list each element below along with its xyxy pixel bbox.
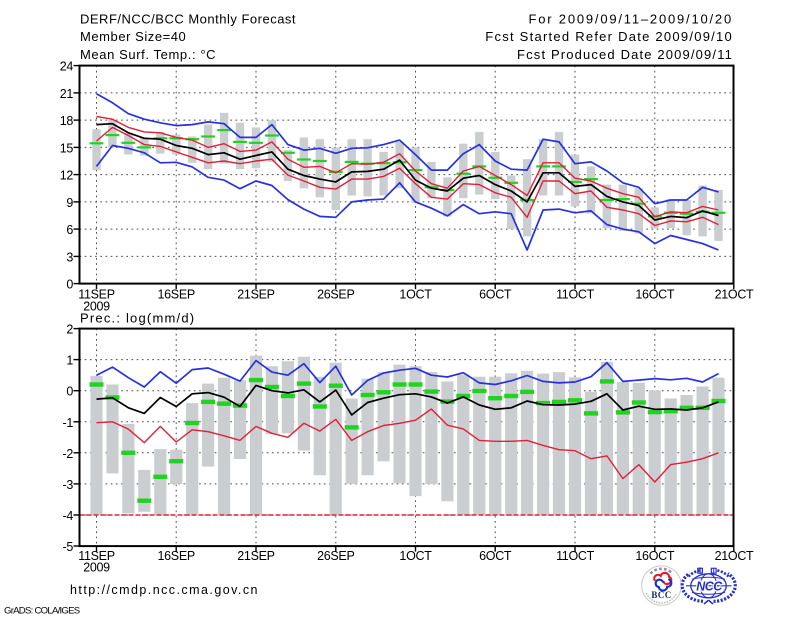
svg-text:BCC: BCC: [651, 590, 671, 600]
svg-text:For 2009/09/11–2009/10/20: For 2009/09/11–2009/10/20: [528, 12, 733, 27]
svg-text:-1: -1: [62, 416, 73, 430]
svg-text:11SEP: 11SEP: [78, 288, 115, 302]
svg-text:GrADS: COLA/IGES: GrADS: COLA/IGES: [4, 606, 80, 617]
svg-text:16OCT: 16OCT: [635, 288, 674, 302]
svg-text:21OCT: 21OCT: [715, 549, 754, 563]
svg-text:15: 15: [60, 141, 74, 155]
svg-text:2009: 2009: [83, 560, 110, 574]
svg-text:Fcst Produced Date 2009/09/11: Fcst Produced Date 2009/09/11: [517, 47, 733, 62]
svg-text:24: 24: [60, 60, 74, 74]
svg-text:3: 3: [66, 250, 73, 264]
svg-text:NCC: NCC: [696, 579, 723, 593]
svg-text:26SEP: 26SEP: [317, 549, 354, 563]
svg-text:Member Size=40: Member Size=40: [80, 29, 186, 44]
svg-text:9: 9: [66, 196, 73, 210]
svg-text:6: 6: [66, 223, 73, 237]
svg-text:12: 12: [60, 169, 74, 183]
svg-text:Fcst Started Refer Date 2009/0: Fcst Started Refer Date 2009/09/10: [485, 29, 733, 44]
svg-text:2: 2: [66, 323, 73, 337]
svg-text:http://cmdp.ncc.cma.gov.cn: http://cmdp.ncc.cma.gov.cn: [70, 583, 259, 597]
svg-text:1OCT: 1OCT: [399, 288, 432, 302]
svg-text:16OCT: 16OCT: [635, 549, 674, 563]
svg-text:-5: -5: [62, 540, 73, 554]
svg-text:-2: -2: [62, 447, 73, 461]
svg-text:Mean Surf. Temp.: °C: Mean Surf. Temp.: °C: [80, 47, 216, 62]
svg-text:26SEP: 26SEP: [317, 288, 354, 302]
svg-text:11OCT: 11OCT: [556, 288, 595, 302]
svg-text:21OCT: 21OCT: [715, 288, 754, 302]
svg-text:DERF/NCC/BCC Monthly Forecast: DERF/NCC/BCC Monthly Forecast: [80, 12, 296, 27]
svg-text:21SEP: 21SEP: [237, 549, 274, 563]
svg-text:2009: 2009: [83, 299, 110, 313]
svg-text:Prec.: log(mm/d): Prec.: log(mm/d): [80, 310, 195, 325]
svg-text:21: 21: [60, 87, 74, 101]
svg-text:1OCT: 1OCT: [399, 549, 432, 563]
svg-text:1: 1: [66, 354, 73, 368]
svg-text:NCC: NCC: [696, 579, 723, 593]
svg-text:18: 18: [60, 114, 74, 128]
svg-text:0: 0: [66, 278, 73, 292]
svg-text:16SEP: 16SEP: [157, 288, 194, 302]
svg-text:6OCT: 6OCT: [479, 549, 512, 563]
svg-text:6OCT: 6OCT: [479, 288, 512, 302]
svg-text:21SEP: 21SEP: [237, 288, 274, 302]
svg-text:-3: -3: [62, 478, 73, 492]
svg-text:-4: -4: [62, 509, 73, 523]
svg-text:16SEP: 16SEP: [157, 549, 194, 563]
svg-text:0: 0: [66, 385, 73, 399]
svg-text:11SEP: 11SEP: [78, 549, 115, 563]
svg-text:11OCT: 11OCT: [556, 549, 595, 563]
